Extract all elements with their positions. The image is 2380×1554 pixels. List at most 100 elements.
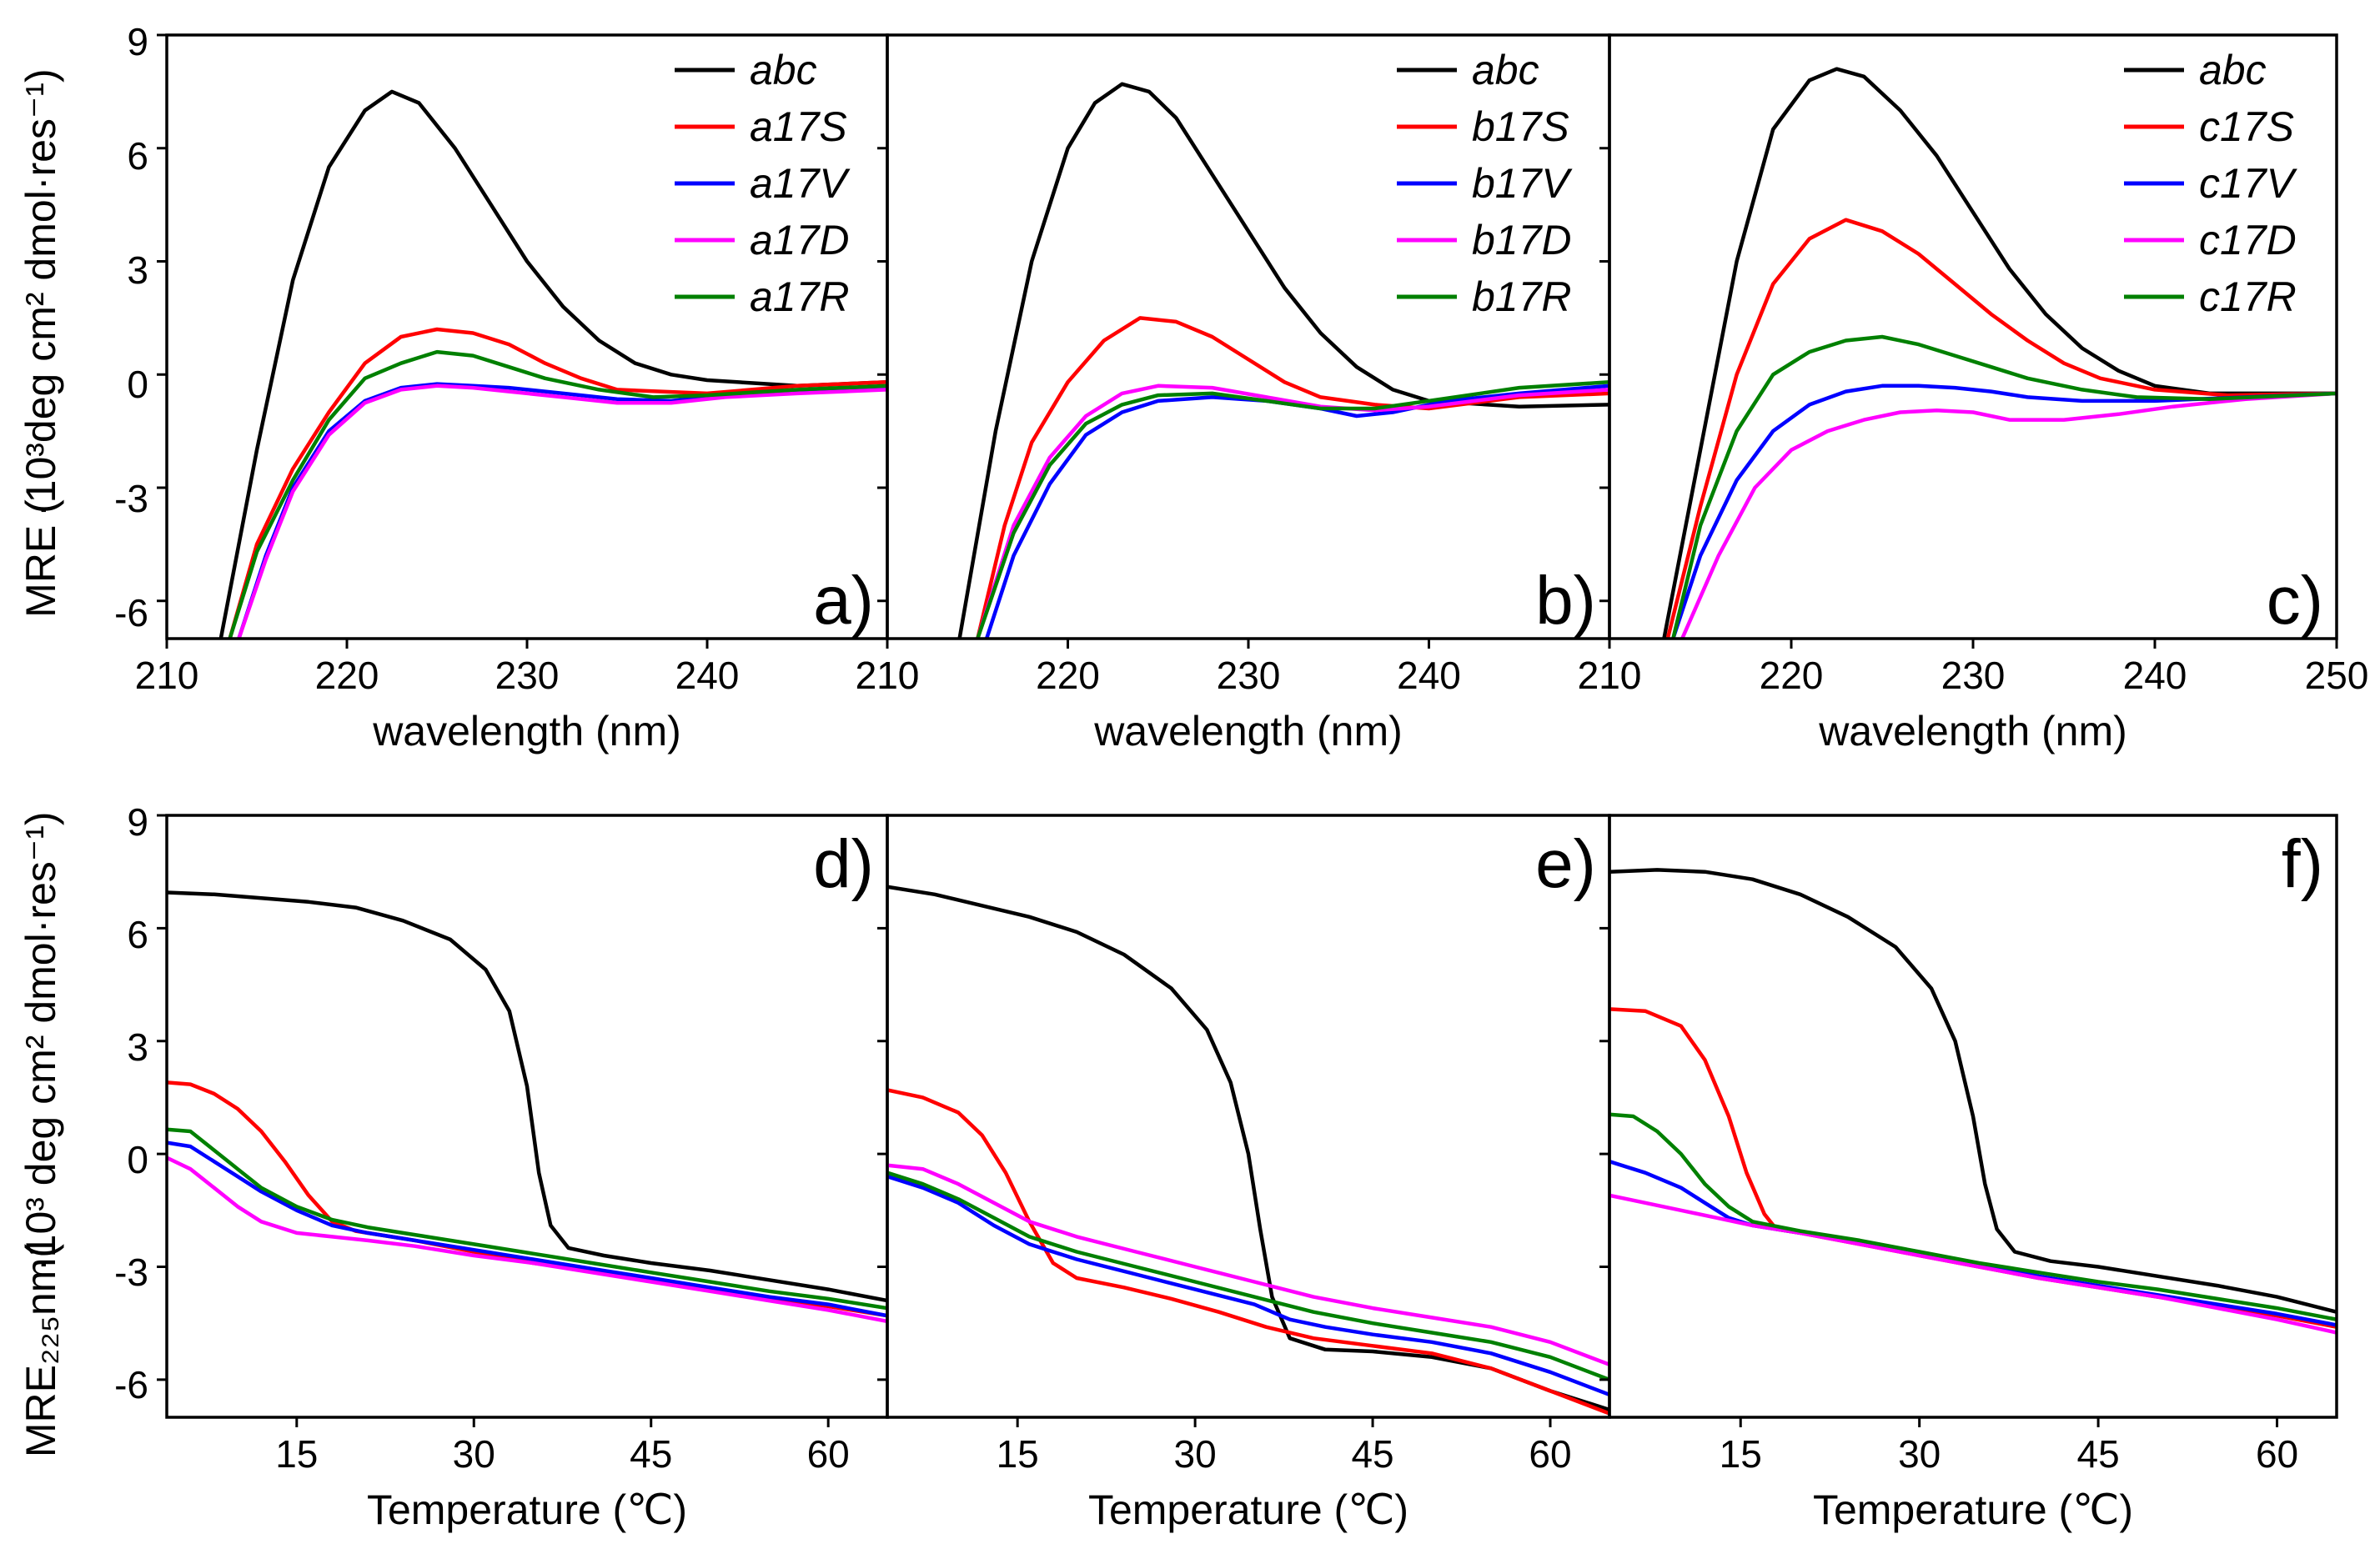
- panel-b-xtick-label: 210: [1578, 654, 1642, 697]
- row1-ytick-9: 9: [127, 20, 148, 63]
- panel-e-xtick-label: 15: [997, 1432, 1039, 1476]
- row2-ytick-m6: -6: [114, 1363, 148, 1406]
- row1-ytick-m6: -6: [114, 591, 148, 634]
- series-line-a17r: [167, 1127, 887, 1311]
- legend-label-b17r: b17R: [1472, 273, 1572, 320]
- panel-d-xlabel: Temperature (℃): [367, 1486, 687, 1533]
- panel-d-xtick-label: 30: [453, 1432, 495, 1476]
- panel-f-label: f): [2282, 826, 2323, 902]
- series-line-abc: [167, 890, 887, 1303]
- series-line-a17d: [167, 1155, 887, 1324]
- series-line-abc: [1609, 868, 2337, 1314]
- series-line-c17s: [1665, 218, 2337, 639]
- series-line-a17d: [237, 383, 887, 639]
- panel-c-xtick-label: 210: [1578, 654, 1642, 697]
- panel-a-label: a): [813, 563, 874, 639]
- panels: 210 220 230 240 210 wavelength (nm) a) abc a17S a…: [135, 33, 2369, 1533]
- panel-d-series: [167, 890, 887, 1324]
- row1-ylabel-unit: ·10³deg cm² dmol·res⁻¹): [18, 68, 64, 517]
- legend-label-b17d: b17D: [1472, 217, 1572, 263]
- panel-f-xtick-label: 45: [2077, 1432, 2120, 1476]
- series-line-b17d: [976, 383, 1609, 639]
- row2-ytick-3: 3: [127, 1025, 148, 1069]
- panel-a-xtick-label: 240: [675, 654, 740, 697]
- series-line-abc: [957, 82, 1609, 639]
- legend-label-c17r: c17R: [2199, 273, 2297, 320]
- panel-e: 15 30 45 60 Temperature (℃) e): [877, 814, 1611, 1533]
- series-line-c17r: [1671, 334, 2337, 639]
- row2-ytick-0: 0: [127, 1138, 148, 1181]
- series-line-c17v: [1671, 383, 2337, 639]
- series-line-c17r: [1609, 1112, 2337, 1321]
- row1-ytick-0: 0: [127, 363, 148, 406]
- panel-a-xtick-label: 220: [315, 654, 379, 697]
- legend-label-a17r: a17R: [750, 273, 850, 320]
- legend-label-c17d: c17D: [2199, 217, 2297, 263]
- panel-c-xtick-label: 240: [2123, 654, 2187, 697]
- row2-ytick-9: 9: [127, 800, 148, 844]
- panel-b-xtick-label: 230: [1217, 654, 1281, 697]
- panel-e-xlabel: Temperature (℃): [1088, 1486, 1408, 1533]
- panel-a-xtick-label: 210: [135, 654, 199, 697]
- panel-d-frame: [165, 814, 889, 1419]
- legend-label-c17s: c17S: [2199, 103, 2294, 150]
- row1-ylabel-main: MRE (: [18, 499, 64, 618]
- panel-a-xtick-label: 210: [856, 654, 920, 697]
- panel-e-xtick-label: 60: [1529, 1432, 1571, 1476]
- panel-b-xtick-label: 220: [1036, 654, 1100, 697]
- series-line-b17r: [887, 1171, 1609, 1382]
- panel-a-series: [218, 89, 887, 639]
- panel-c-xlabel: wavelength (nm): [1818, 708, 2127, 754]
- panel-b-xlabel: wavelength (nm): [1093, 708, 1403, 754]
- series-line-a17v: [237, 382, 887, 639]
- legend-label-abc: abc: [1472, 47, 1539, 93]
- series-line-c17s: [1609, 1007, 2337, 1329]
- panel-b: 210 220 230 240 210 wavelength (nm) b) abc b17S b…: [856, 33, 1642, 754]
- series-line-b17v: [887, 1174, 1609, 1397]
- row2-y-axis-label: MRE₂₂₅nm( ·10³ deg cm² dmol·res⁻¹): [18, 812, 64, 1458]
- panel-c-series: [1662, 67, 2337, 639]
- row1-y-axis-label: MRE ( ·10³deg cm² dmol·res⁻¹): [18, 68, 64, 617]
- series-line-c17d: [1609, 1193, 2337, 1335]
- row1-ytick-3: 3: [127, 248, 148, 292]
- panel-a-xtick-label: 230: [495, 654, 560, 697]
- panel-c-xtick-label: 230: [1941, 654, 2006, 697]
- panel-a-xlabel: wavelength (nm): [372, 708, 681, 754]
- panel-b-legend: abc b17S b17V b17D b17R: [1397, 47, 1573, 320]
- panel-f-xtick-label: 15: [1720, 1432, 1762, 1476]
- panel-d-label: d): [813, 826, 874, 902]
- legend-label-c17v: c17V: [2199, 160, 2298, 207]
- panel-c-xtick-label: 250: [2305, 654, 2369, 697]
- panel-f-xtick-label: 60: [2256, 1432, 2298, 1476]
- panel-f-xtick-label: 30: [1898, 1432, 1941, 1476]
- legend-label-a17s: a17S: [750, 103, 847, 150]
- series-line-abc: [887, 885, 1609, 1412]
- panel-d-xtick-label: 15: [275, 1432, 318, 1476]
- panel-b-label: b): [1535, 563, 1596, 639]
- panel-b-series: [957, 82, 1609, 639]
- series-line-b17r: [976, 380, 1609, 639]
- panel-d-xtick-label: 60: [807, 1432, 850, 1476]
- panel-e-label: e): [1535, 826, 1596, 902]
- panel-c: 210 220 230 240 250 wavelength (nm) c) abc c17S c…: [1578, 33, 2369, 754]
- legend-label-a17v: a17V: [750, 160, 851, 207]
- series-line-a17r: [228, 349, 887, 639]
- panel-b-xtick-label: 210: [856, 654, 920, 697]
- panel-c-label: c): [2267, 563, 2323, 639]
- panel-b-xtick-label: 240: [1397, 654, 1461, 697]
- panel-d: 15 30 45 60 Temperature (℃) d): [157, 814, 889, 1533]
- series-line-b17s: [976, 316, 1609, 639]
- panel-e-xtick-label: 30: [1174, 1432, 1217, 1476]
- series-line-a17v: [167, 1140, 887, 1318]
- legend-label-abc: abc: [750, 47, 817, 93]
- panel-c-legend: abc c17S c17V c17D c17R: [2124, 47, 2298, 320]
- panel-f-series: [1609, 868, 2337, 1335]
- row2-ytick-m3: -3: [114, 1251, 148, 1294]
- panel-e-xtick-label: 45: [1351, 1432, 1393, 1476]
- series-line-abc: [218, 89, 887, 639]
- panel-f-frame: [1608, 814, 2338, 1419]
- panel-a: 210 220 230 240 210 wavelength (nm) a) abc a17S a…: [135, 33, 920, 754]
- legend-label-b17v: b17V: [1472, 160, 1573, 207]
- legend-label-a17d: a17D: [750, 217, 850, 263]
